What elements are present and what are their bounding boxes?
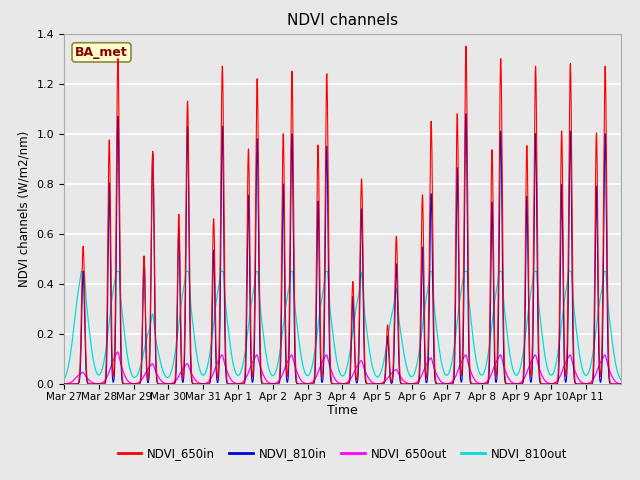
Legend: NDVI_650in, NDVI_810in, NDVI_650out, NDVI_810out: NDVI_650in, NDVI_810in, NDVI_650out, NDV…	[113, 443, 572, 465]
Title: NDVI channels: NDVI channels	[287, 13, 398, 28]
Text: BA_met: BA_met	[75, 46, 128, 59]
Y-axis label: NDVI channels (W/m2/nm): NDVI channels (W/m2/nm)	[18, 131, 31, 287]
X-axis label: Time: Time	[327, 405, 358, 418]
